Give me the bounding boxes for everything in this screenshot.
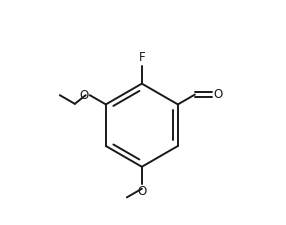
Text: O: O — [137, 185, 146, 198]
Text: O: O — [80, 89, 89, 102]
Text: O: O — [214, 88, 223, 101]
Text: F: F — [138, 52, 145, 64]
